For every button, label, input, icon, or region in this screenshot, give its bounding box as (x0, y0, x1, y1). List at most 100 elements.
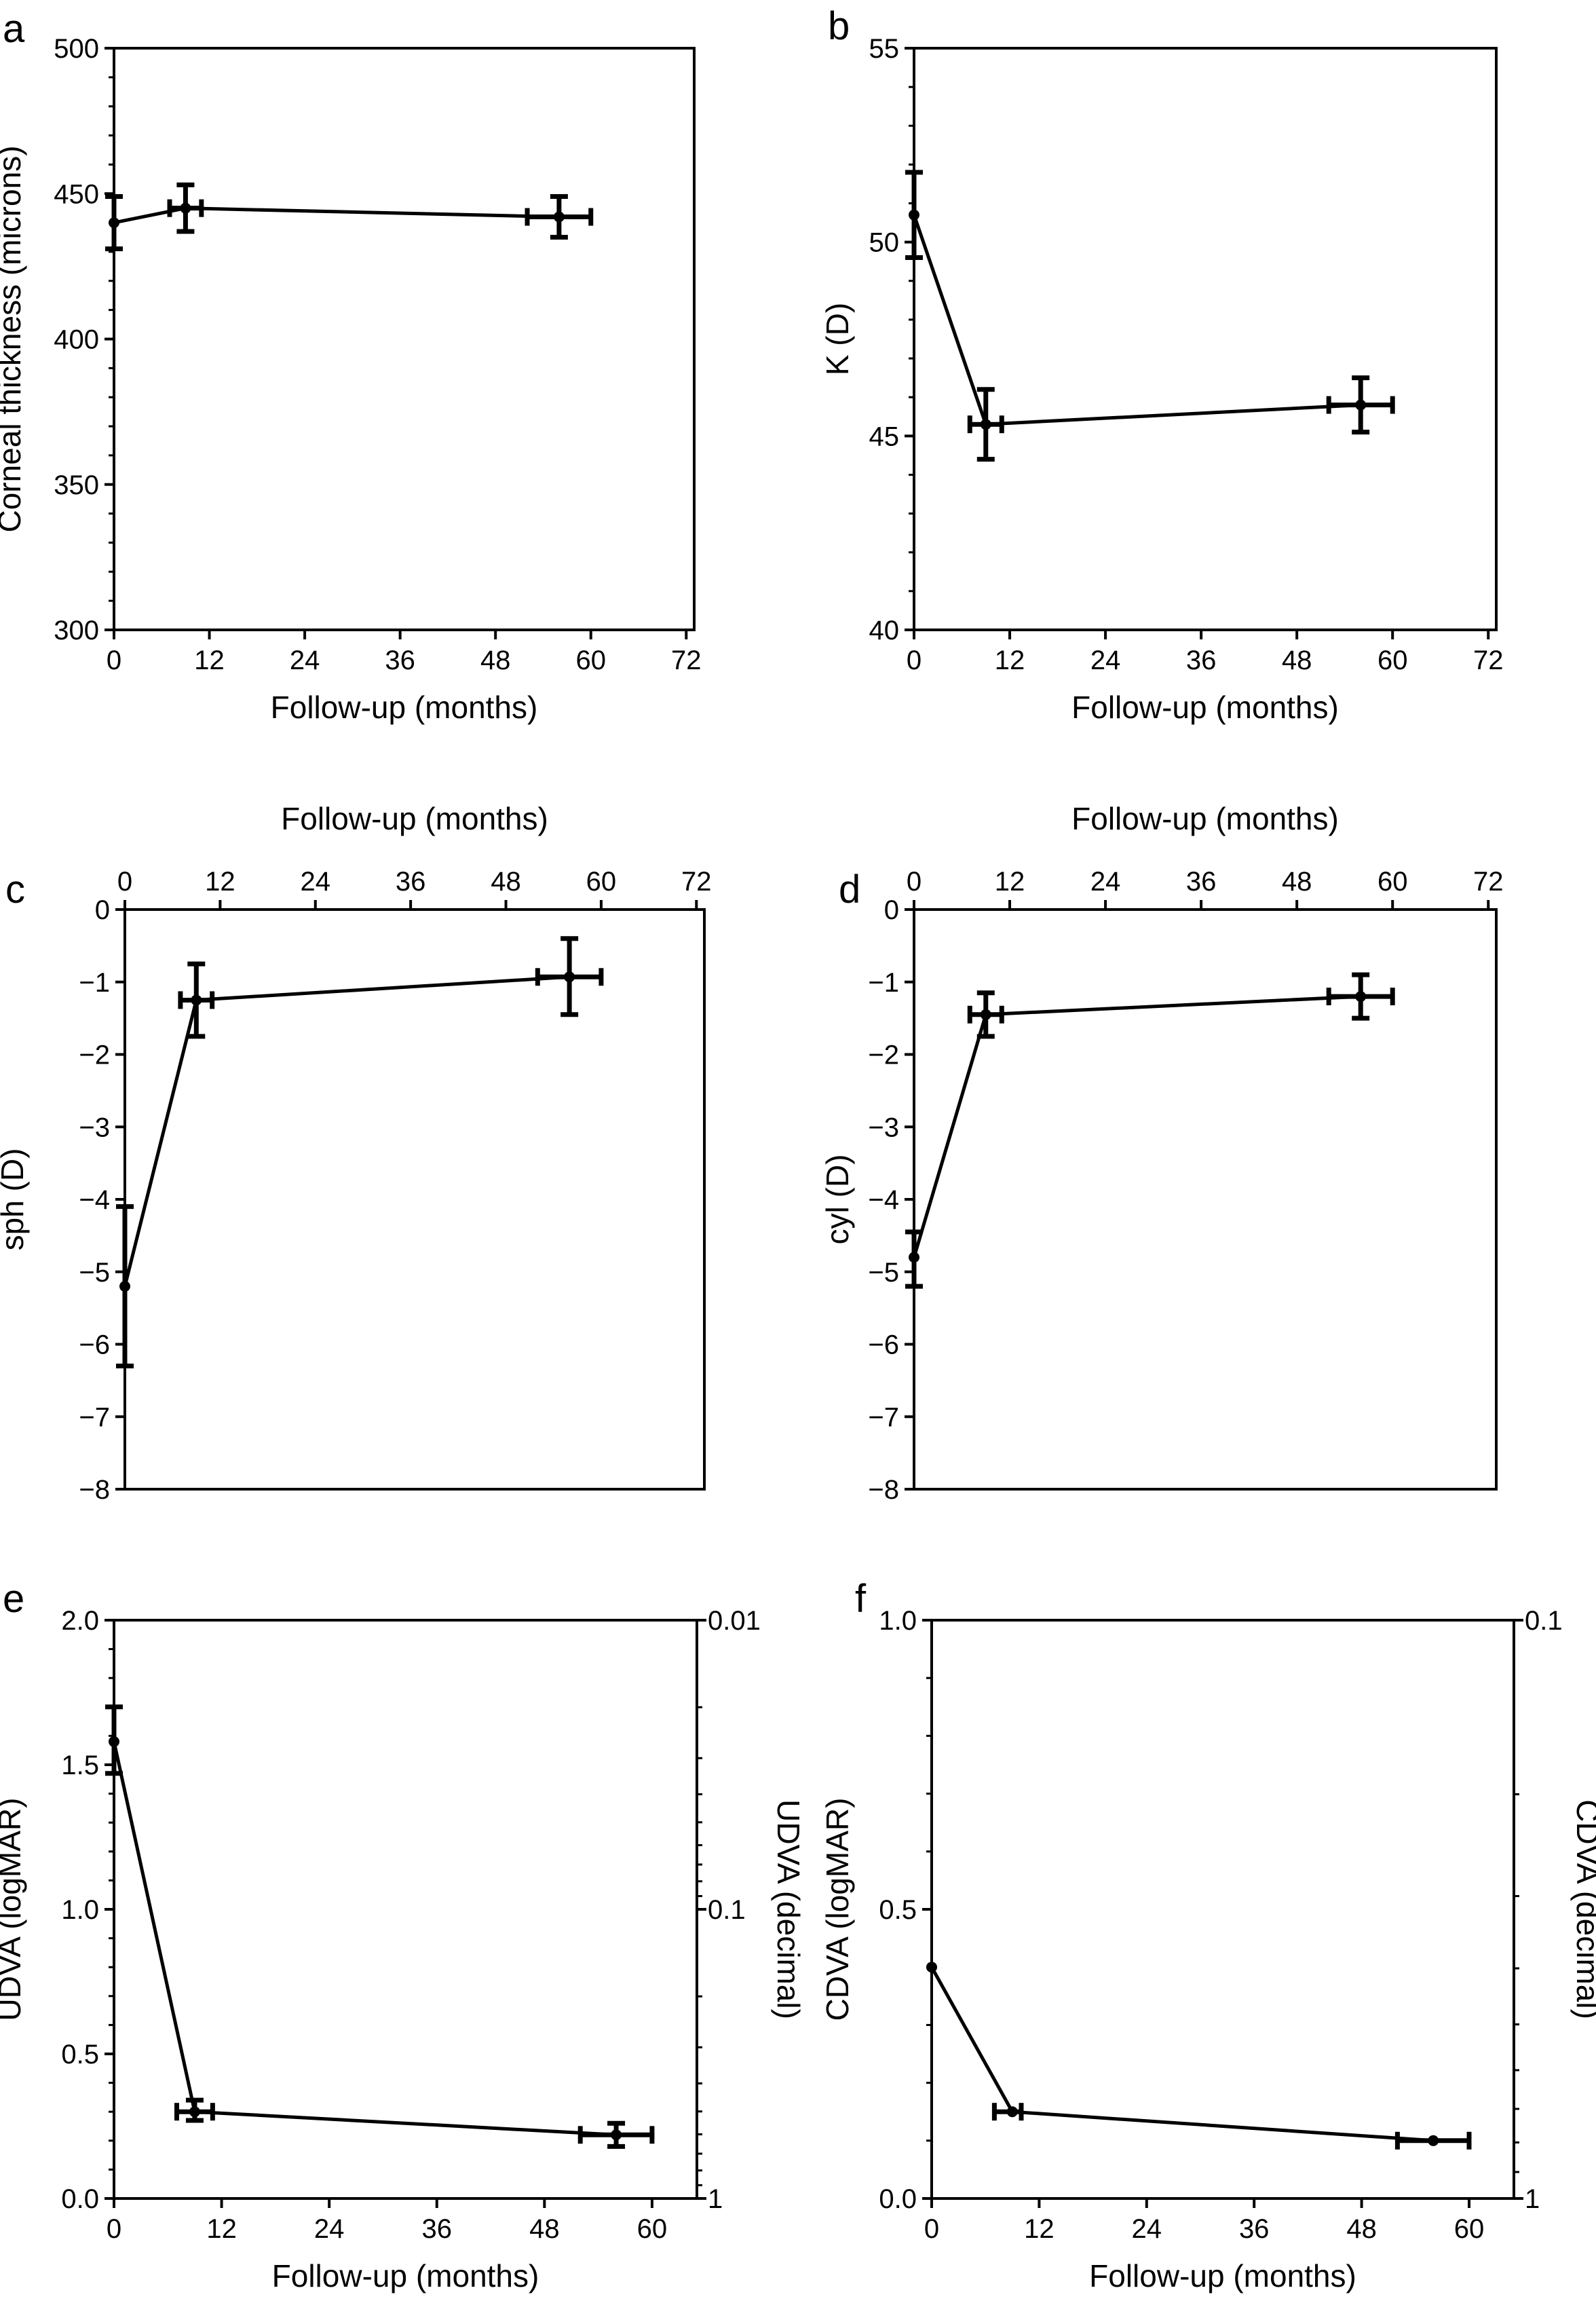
y2-axis-label: UDVA (decimal) (771, 1799, 806, 2019)
y-tick-label: −2 (79, 1041, 110, 1070)
y-tick-label: 0.0 (879, 2184, 917, 2214)
y-tick-label: −8 (868, 1475, 899, 1505)
x-tick-label: 72 (1473, 645, 1504, 675)
x-tick-label: 48 (491, 867, 521, 897)
data-point (119, 1281, 130, 1292)
x-axis-label: Follow-up (months) (1089, 2258, 1356, 2293)
panel-label: a (3, 7, 25, 51)
y-axis-label: K (D) (820, 303, 855, 375)
panel-b: b 0 12 24 36 48 60 72 Follow-up (months) 40 45 50 55… (820, 4, 1503, 725)
y-tick-label: 0.5 (879, 1895, 917, 1925)
y-tick-label: 400 (54, 325, 99, 355)
panel-e: e 0 12 24 36 48 60 Follow-up (months) 0.0 0.5 1.0 1… (0, 1577, 806, 2293)
y-tick-label: −2 (868, 1041, 899, 1070)
y2-tick-label: 1 (708, 2184, 723, 2214)
y-tick-label: 0.5 (61, 2040, 99, 2070)
y-tick-label: 1.0 (879, 1606, 917, 1636)
x-axis-label: Follow-up (months) (281, 801, 548, 836)
x-tick-label: 24 (290, 645, 320, 675)
y2-tick-label: 0.01 (708, 1606, 761, 1636)
y-tick-label: 0 (884, 895, 899, 925)
x-tick-label: 12 (205, 867, 235, 897)
y-tick-label: 1.0 (61, 1895, 99, 1925)
data-point (191, 994, 202, 1006)
x-tick-label: 12 (206, 2214, 237, 2244)
y-tick-label: 0.0 (61, 2184, 99, 2214)
y-tick-label: −4 (79, 1185, 110, 1215)
y-tick-label: −5 (79, 1258, 110, 1288)
x-tick-label: 0 (924, 2214, 939, 2244)
data-point (1355, 399, 1367, 411)
data-point (189, 2106, 200, 2118)
x-tick-label: 36 (396, 867, 426, 897)
data-point (909, 1252, 919, 1263)
x-tick-label: 36 (1239, 2214, 1270, 2244)
y-tick-label: 500 (54, 34, 99, 64)
y-tick-label: −1 (79, 968, 110, 998)
x-tick-label: 60 (637, 2214, 668, 2244)
x-tick-label: 36 (1186, 645, 1217, 675)
x-tick-label: 36 (385, 645, 415, 675)
x-tick-label: 12 (995, 867, 1025, 897)
x-tick-label: 0 (107, 645, 121, 675)
panel-c: c 0 12 24 36 48 60 72 Follow-up (months) −8 −7 −6 −5… (0, 801, 712, 1505)
y2-tick-label: 1 (1525, 2184, 1540, 2214)
x-tick-label: 12 (1024, 2214, 1054, 2244)
data-point (926, 1962, 937, 1973)
y-tick-label: −5 (868, 1258, 899, 1288)
y-axis-label: Corneal thickness (microns) (0, 145, 27, 532)
x-tick-label: 12 (194, 645, 225, 675)
y-tick-label: −7 (868, 1402, 899, 1432)
panel-label: c (5, 867, 25, 912)
series-line (123, 975, 570, 1287)
data-point (980, 419, 991, 430)
y-tick-label: 1.5 (61, 1750, 99, 1780)
x-tick-label: 60 (575, 645, 606, 675)
x-tick-label: 48 (1282, 645, 1312, 675)
y-tick-label: 300 (54, 616, 99, 645)
x-tick-label: 60 (1378, 645, 1408, 675)
y-tick-label: 45 (869, 422, 900, 451)
y2-tick-label: 0.1 (708, 1895, 746, 1925)
y-tick-label: −8 (79, 1475, 110, 1505)
data-point (109, 1736, 119, 1747)
x-tick-label: 48 (480, 645, 511, 675)
y-tick-label: 40 (869, 616, 900, 645)
data-point (553, 211, 565, 223)
x-tick-label: 48 (1282, 867, 1312, 897)
x-tick-label: 0 (907, 867, 922, 897)
y-tick-label: −3 (79, 1112, 110, 1142)
x-tick-label: 24 (301, 867, 331, 897)
series-line (930, 1966, 1434, 2143)
x-tick-label: 72 (671, 645, 702, 675)
y2-tick-label: 0.1 (1525, 1606, 1563, 1636)
panel-label: f (855, 1577, 867, 1621)
y-tick-label: −4 (868, 1185, 899, 1215)
plot-frame (113, 47, 696, 631)
x-tick-label: 60 (586, 867, 617, 897)
x-tick-label: 36 (1186, 867, 1217, 897)
y-tick-label: 55 (869, 34, 900, 64)
x-tick-label: 72 (1473, 867, 1504, 897)
x-tick-label: 48 (1346, 2214, 1377, 2244)
data-point (1355, 991, 1367, 1003)
y-tick-label: −7 (79, 1402, 110, 1432)
y-axis-label: cyl (D) (820, 1155, 855, 1245)
y2-axis-label: CDVA (decimal) (1570, 1799, 1596, 2019)
y-tick-label: −6 (79, 1330, 110, 1360)
y-tick-label: 350 (54, 470, 99, 500)
x-tick-label: 0 (907, 645, 922, 675)
x-tick-label: 60 (1454, 2214, 1485, 2244)
data-point (1006, 2106, 1018, 2118)
series-line (112, 1741, 617, 2137)
y-axis-label: CDVA (logMAR) (820, 1798, 855, 2021)
x-tick-label: 60 (1378, 867, 1408, 897)
data-point (980, 1009, 991, 1020)
y-tick-label: −3 (868, 1112, 899, 1142)
y-tick-label: −1 (868, 968, 899, 998)
data-point (564, 971, 575, 983)
y-tick-label: −6 (868, 1330, 899, 1360)
x-axis-label: Follow-up (months) (272, 2258, 539, 2293)
x-tick-label: 0 (107, 2214, 121, 2244)
